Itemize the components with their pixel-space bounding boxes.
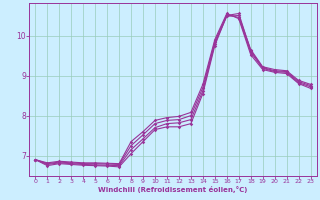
X-axis label: Windchill (Refroidissement éolien,°C): Windchill (Refroidissement éolien,°C) — [98, 186, 248, 193]
